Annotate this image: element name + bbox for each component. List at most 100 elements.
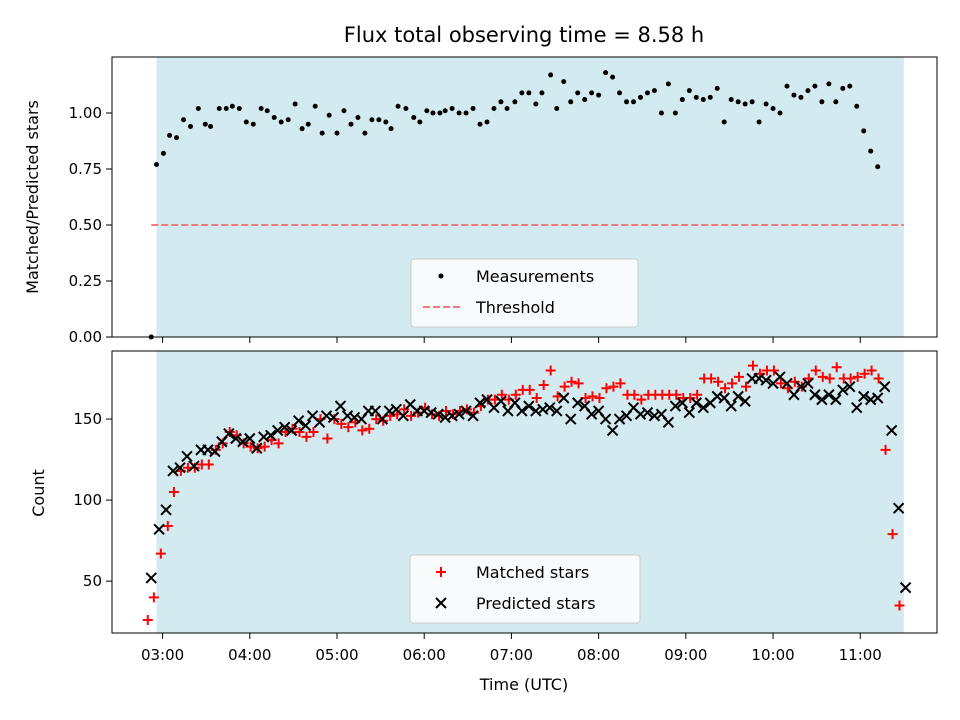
measurements-point [411, 114, 417, 120]
measurements-point [672, 110, 678, 116]
legend-matched-marker [436, 567, 446, 577]
measurements-point [305, 121, 311, 127]
measurements-point [840, 85, 846, 91]
predicted-stars-point [878, 380, 891, 393]
matched-stars-point [364, 423, 375, 434]
predicted-stars-point [585, 408, 598, 420]
measurements-point [285, 117, 291, 123]
measurements-point [798, 94, 804, 100]
top-legend: Measurements Threshold [410, 258, 639, 328]
matched-stars-point [336, 418, 347, 429]
predicted-stars-point [167, 465, 179, 477]
predicted-stars-point [669, 400, 682, 412]
matched-stars-point [399, 404, 410, 415]
measurements-point [449, 106, 455, 112]
predicted-stars-point [223, 427, 235, 440]
predicted-stars-point [292, 414, 305, 427]
measurements-point [554, 106, 560, 112]
measurements-point [651, 88, 657, 94]
matched-stars-point [594, 393, 605, 403]
top-legend-box [410, 258, 639, 328]
top-y-tick-label: 0.25 [69, 272, 102, 290]
predicted-stars-point [816, 393, 828, 406]
measurements-point [442, 108, 448, 114]
measurements-point [369, 117, 375, 123]
matched-stars-point [720, 383, 731, 394]
predicted-stars-point [278, 421, 291, 433]
measurements-point [533, 101, 539, 107]
matched-stars-point [789, 376, 800, 387]
matched-stars-point [866, 365, 877, 376]
measurements-point [819, 99, 825, 105]
measurements-point [195, 106, 201, 112]
predicted-stars-point [844, 380, 856, 393]
matched-stars-point [496, 389, 507, 400]
measurements-point [388, 126, 394, 132]
matched-stars-point [692, 389, 703, 400]
predicted-stars-point [781, 377, 793, 390]
legend-predicted-marker [435, 597, 447, 609]
measurements-point [749, 99, 755, 105]
measurements-point [854, 103, 860, 109]
measurements-point [519, 90, 525, 96]
predicted-stars-point [830, 393, 842, 406]
matched-stars-point [727, 378, 738, 389]
measurements-point [770, 106, 776, 112]
predicted-stars-point [899, 581, 912, 594]
top-y-tick-label: 0.75 [69, 160, 102, 178]
measurements-point [243, 119, 249, 125]
predicted-stars-point [188, 460, 200, 472]
measurements-point [341, 108, 347, 114]
predicted-stars-point [230, 432, 242, 445]
predicted-stars-point [837, 384, 849, 396]
matched-stars-point [203, 459, 214, 470]
measurements-point [561, 79, 567, 85]
measurements-point [383, 119, 389, 125]
top-y-tick-label: 0.50 [69, 216, 102, 234]
top-y-axis-label: Matched/Predicted stars [23, 100, 42, 294]
measurements-point [644, 90, 650, 96]
matched-stars-point [824, 373, 835, 384]
measurements-point [437, 110, 443, 116]
matched-stars-point [817, 371, 828, 382]
predicted-stars-point [516, 405, 528, 417]
measurements-point [658, 110, 664, 116]
predicted-stars-point [271, 424, 284, 437]
matched-stars-point [608, 381, 619, 392]
measurements-point [575, 90, 581, 96]
matched-stars-point [162, 521, 173, 532]
matched-stars-point [371, 414, 382, 425]
measurements-point [728, 97, 734, 103]
measurements-point [470, 106, 476, 112]
predicted-stars-point [885, 424, 898, 437]
measurements-point [334, 130, 340, 136]
measurements-point [693, 94, 699, 100]
measurements-point [403, 106, 409, 112]
measurements-point [548, 72, 554, 78]
matched-stars-point [859, 368, 870, 379]
bottom-y-tick-label: 50 [83, 572, 102, 590]
bottom-y-tick-label: 150 [73, 410, 102, 428]
matched-stars-point [629, 389, 640, 400]
measurements-point [826, 81, 832, 87]
measurements-point [624, 99, 630, 105]
x-tick-label: 10:00 [751, 646, 794, 664]
top-y-tick-label: 1.00 [69, 104, 102, 122]
matched-stars-point [142, 615, 153, 626]
measurements-point [456, 110, 462, 116]
measurements-point [665, 81, 671, 87]
x-tick-label: 07:00 [490, 646, 533, 664]
measurements-point [589, 90, 595, 96]
predicted-stars-point [495, 395, 507, 407]
matched-stars-point [887, 529, 898, 540]
predicted-stars-point [453, 408, 465, 420]
measurements-point [463, 110, 469, 116]
measurements-point [805, 88, 811, 94]
measurements-point [208, 123, 214, 129]
measurements-point [707, 94, 713, 100]
matched-stars-point [601, 383, 612, 394]
matched-stars-point [706, 373, 717, 384]
measurements-point [326, 112, 332, 118]
measurements-point [187, 123, 193, 129]
